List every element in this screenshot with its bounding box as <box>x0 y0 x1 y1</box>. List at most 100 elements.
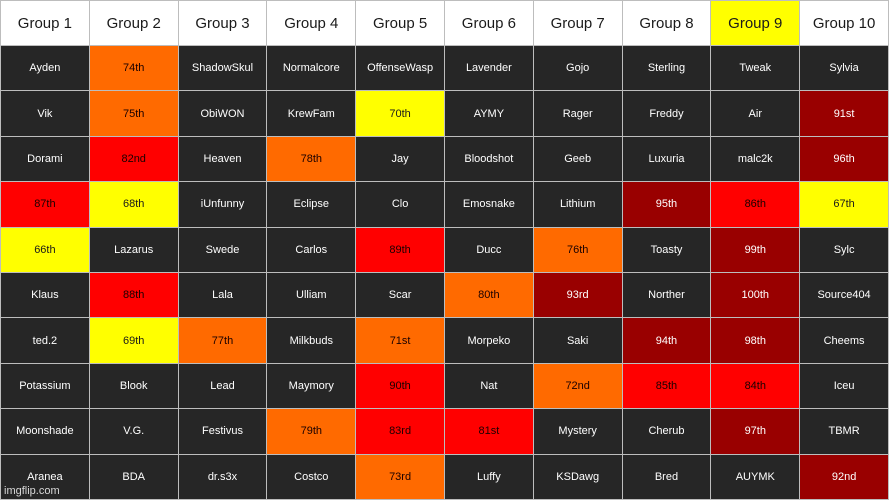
table-cell: BDA <box>88 453 179 500</box>
table-cell: Bloodshot <box>443 135 534 183</box>
table-cell: Lead <box>177 362 268 410</box>
group-header: Group 8 <box>621 0 712 46</box>
group-header: Group 3 <box>177 0 268 46</box>
table-cell: V.G. <box>88 408 179 455</box>
table-cell: 97th <box>710 408 801 455</box>
table-cell: Maymory <box>266 362 357 410</box>
table-cell: 66th <box>0 226 90 273</box>
table-cell: Rager <box>532 90 623 137</box>
table-cell: iUnfunny <box>177 181 268 228</box>
table-cell: 82nd <box>88 135 179 183</box>
table-cell: 69th <box>88 317 179 364</box>
table-cell: Lazarus <box>88 226 179 273</box>
group-header: Group 9 <box>710 0 801 46</box>
table-cell: 83rd <box>355 408 445 455</box>
table-cell: Air <box>710 90 801 137</box>
table-row: 66th Lazarus Swede Carlos 89th Ducc 76th Toasty… <box>0 226 889 273</box>
table-cell: 75th <box>88 90 179 137</box>
table-cell: Ducc <box>443 226 534 273</box>
table-row: 87th 68th iUnfunny Eclipse Clo Emosnake Lithiu… <box>0 181 889 228</box>
table-cell: Saki <box>532 317 623 364</box>
table-cell: 67th <box>799 181 889 228</box>
table-cell: malc2k <box>710 135 801 183</box>
table-cell: AYMY <box>443 90 534 137</box>
table-cell: Toasty <box>621 226 712 273</box>
table-cell: 73rd <box>355 453 445 500</box>
group-header: Group 7 <box>532 0 623 46</box>
table-cell: Bred <box>621 453 712 500</box>
table-cell: TBMR <box>799 408 889 455</box>
table-cell: Vik <box>0 90 90 137</box>
table-cell: 90th <box>355 362 445 410</box>
table-cell: Nat <box>443 362 534 410</box>
group-header: Group 4 <box>266 0 357 46</box>
table-cell: 88th <box>88 271 179 319</box>
table-cell: 86th <box>710 181 801 228</box>
table-cell: ted.2 <box>0 317 90 364</box>
table-cell: KSDawg <box>532 453 623 500</box>
table-cell: Ayden <box>0 44 90 92</box>
table-cell: Sylc <box>799 226 889 273</box>
table-cell: 87th <box>0 181 90 228</box>
table-cell: Sylvia <box>799 44 889 92</box>
table-cell: Iceu <box>799 362 889 410</box>
table-cell: Morpeko <box>443 317 534 364</box>
table-cell: 81st <box>443 408 534 455</box>
table-cell: Mystery <box>532 408 623 455</box>
table-cell: Milkbuds <box>266 317 357 364</box>
table-row: Klaus 88th Lala Ulliam Scar 80th 93rd Norther 10… <box>0 271 889 319</box>
table-cell: Dorami <box>0 135 90 183</box>
table-cell: 77th <box>177 317 268 364</box>
table-cell: Sterling <box>621 44 712 92</box>
table-cell: Moonshade <box>0 408 90 455</box>
table-cell: Lithium <box>532 181 623 228</box>
group-header: Group 6 <box>443 0 534 46</box>
table-row: Potassium Blook Lead Maymory 90th Nat 72nd 85th… <box>0 362 889 410</box>
table-cell: ObiWON <box>177 90 268 137</box>
table-cell: Freddy <box>621 90 712 137</box>
table-cell: Lavender <box>443 44 534 92</box>
table-cell: Luxuria <box>621 135 712 183</box>
table-cell: Clo <box>355 181 445 228</box>
table-cell: Jay <box>355 135 445 183</box>
table-row: Ayden 74th ShadowSkul Normalcore OffenseWasp… <box>0 44 889 92</box>
table-row: Dorami 82nd Heaven 78th Jay Bloodshot Geeb Luxu… <box>0 135 889 183</box>
table-cell: 98th <box>710 317 801 364</box>
table-cell: 74th <box>88 44 179 92</box>
table-cell: Festivus <box>177 408 268 455</box>
table-cell: Heaven <box>177 135 268 183</box>
table-cell: 79th <box>266 408 357 455</box>
table-cell: OffenseWasp <box>355 44 445 92</box>
table-cell: dr.s3x <box>177 453 268 500</box>
table-cell: 78th <box>266 135 357 183</box>
group-header: Group 10 <box>799 0 889 46</box>
table-cell: Potassium <box>0 362 90 410</box>
table-cell: Source404 <box>799 271 889 319</box>
table-cell: Aranea <box>0 453 90 500</box>
table-cell: 72nd <box>532 362 623 410</box>
table-cell: Geeb <box>532 135 623 183</box>
table-cell: Gojo <box>532 44 623 92</box>
table-cell: AUYMK <box>710 453 801 500</box>
group-header: Group 1 <box>0 0 90 46</box>
table-cell: Carlos <box>266 226 357 273</box>
table-cell: 96th <box>799 135 889 183</box>
table-cell: Cherub <box>621 408 712 455</box>
table-row: ted.2 69th 77th Milkbuds 71st Morpeko Saki 94th… <box>0 317 889 364</box>
table-cell: Ulliam <box>266 271 357 319</box>
table-cell: Klaus <box>0 271 90 319</box>
table-row: Vik 75th ObiWON KrewFam 70th AYMY Rager Freddy A… <box>0 90 889 137</box>
table-cell: 70th <box>355 90 445 137</box>
table-cell: Norther <box>621 271 712 319</box>
table-cell: Tweak <box>710 44 801 92</box>
table-cell: 76th <box>532 226 623 273</box>
table-cell: 68th <box>88 181 179 228</box>
table-cell: 89th <box>355 226 445 273</box>
table-cell: 100th <box>710 271 801 319</box>
table-cell: Costco <box>266 453 357 500</box>
table-cell: Scar <box>355 271 445 319</box>
table-cell: 71st <box>355 317 445 364</box>
table-cell: 94th <box>621 317 712 364</box>
table-cell: 84th <box>710 362 801 410</box>
